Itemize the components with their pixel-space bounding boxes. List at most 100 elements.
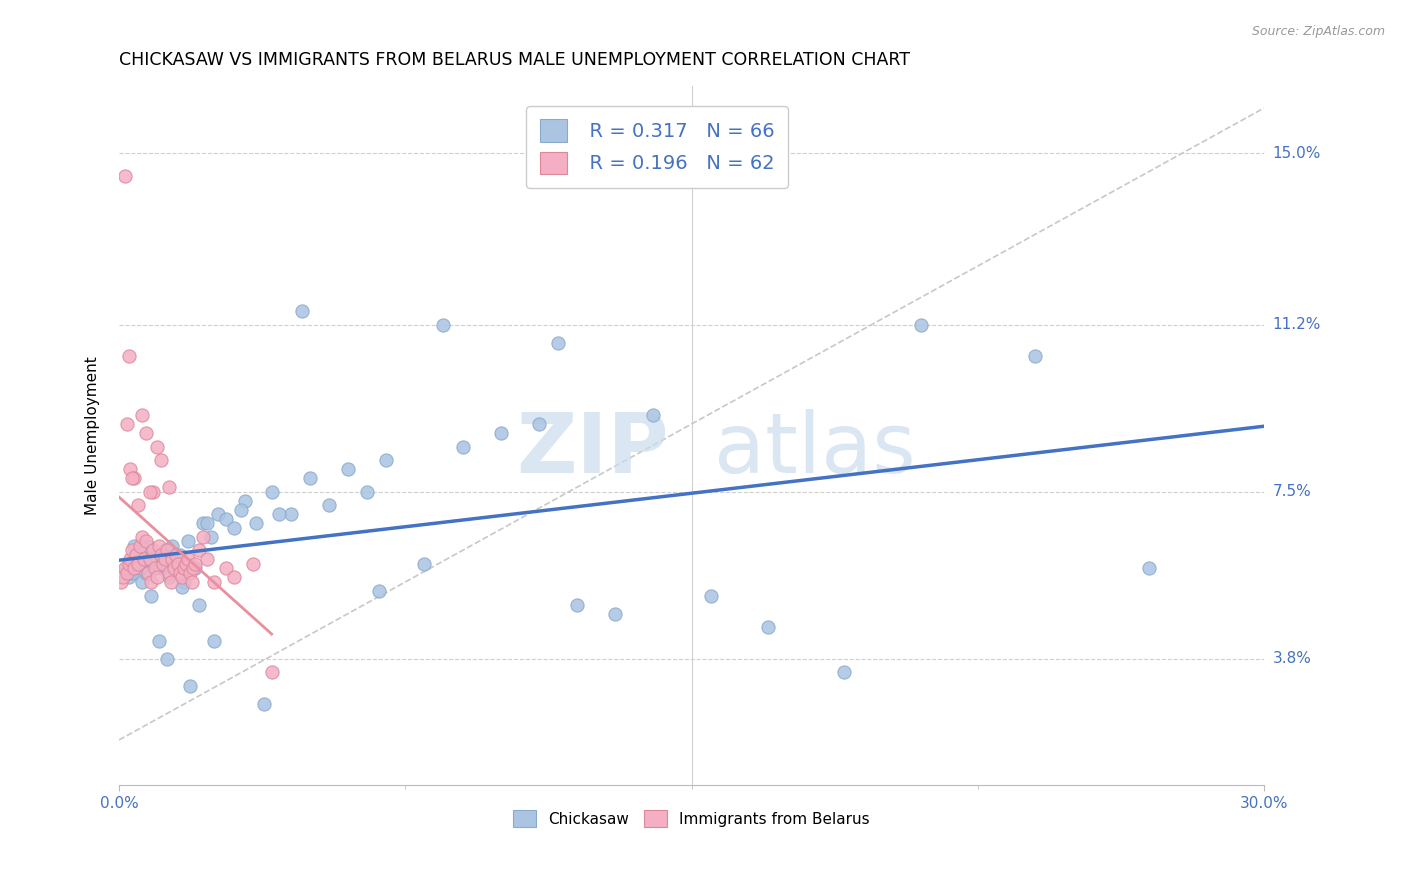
Point [699,589,721,603]
Point [138,552,160,566]
Point [117,349,139,363]
Point [111,570,134,584]
Point [489,425,512,440]
Point [253,697,276,711]
Point [127,498,149,512]
Point [115,417,138,431]
Point [191,516,214,531]
Text: ZIP: ZIP [516,409,669,490]
Point [170,580,193,594]
Point [188,598,211,612]
Point [337,462,360,476]
Point [127,557,149,571]
Point [207,508,229,522]
Point [159,574,181,589]
Point [157,566,180,580]
Point [173,574,195,589]
Point [184,561,207,575]
Point [180,574,202,589]
Point [138,557,160,571]
Point [162,552,184,566]
Point [222,570,245,584]
Point [165,548,187,562]
Point [547,335,569,350]
Point [910,318,932,332]
Point [115,566,138,580]
Point [121,566,143,580]
Point [413,557,436,571]
Point [527,417,550,431]
Text: Source: ZipAtlas.com: Source: ZipAtlas.com [1251,25,1385,38]
Point [177,534,200,549]
Point [156,543,179,558]
Point [124,561,146,575]
Point [191,530,214,544]
Point [291,304,314,318]
Point [183,561,205,575]
Point [222,521,245,535]
Point [114,169,136,183]
Point [169,566,191,580]
Point [643,408,665,422]
Point [152,557,174,571]
Point [195,516,218,531]
Point [188,543,211,558]
Point [131,408,153,422]
Point [179,566,201,580]
Point [195,552,218,566]
Point [756,620,779,634]
Point [245,516,267,531]
Point [174,557,197,571]
Point [117,557,139,571]
Point [280,508,302,522]
Point [141,574,163,589]
Point [142,548,165,562]
Point [135,566,157,580]
Point [142,543,165,558]
Point [1024,349,1046,363]
Point [375,453,398,467]
Point [131,530,153,544]
Point [129,539,152,553]
Point [146,552,169,566]
Text: 11.2%: 11.2% [1272,318,1320,332]
Point [131,574,153,589]
Point [204,633,226,648]
Point [127,552,149,566]
Point [832,665,855,680]
Text: 7.5%: 7.5% [1272,484,1310,500]
Point [150,561,173,575]
Point [120,462,142,476]
Point [605,607,627,621]
Point [184,557,207,571]
Point [115,561,138,575]
Point [170,570,193,584]
Point [163,561,186,575]
Point [138,484,160,499]
Point [367,584,389,599]
Point [215,512,238,526]
Point [162,539,184,553]
Point [169,548,191,562]
Point [215,561,238,575]
Point [242,557,264,571]
Point [125,548,148,562]
Point [153,552,176,566]
Point [180,561,202,575]
Text: atlas: atlas [714,409,917,490]
Point [260,484,283,499]
Point [165,557,187,571]
Text: CHICKASAW VS IMMIGRANTS FROM BELARUS MALE UNEMPLOYMENT CORRELATION CHART: CHICKASAW VS IMMIGRANTS FROM BELARUS MAL… [120,51,910,69]
Point [148,539,170,553]
Text: 15.0%: 15.0% [1272,145,1320,161]
Point [167,557,190,571]
Point [117,570,139,584]
Point [124,539,146,553]
Point [177,552,200,566]
Point [157,480,180,494]
Point [148,633,170,648]
Point [120,566,142,580]
Point [233,493,256,508]
Point [432,318,454,332]
Point [1139,561,1161,575]
